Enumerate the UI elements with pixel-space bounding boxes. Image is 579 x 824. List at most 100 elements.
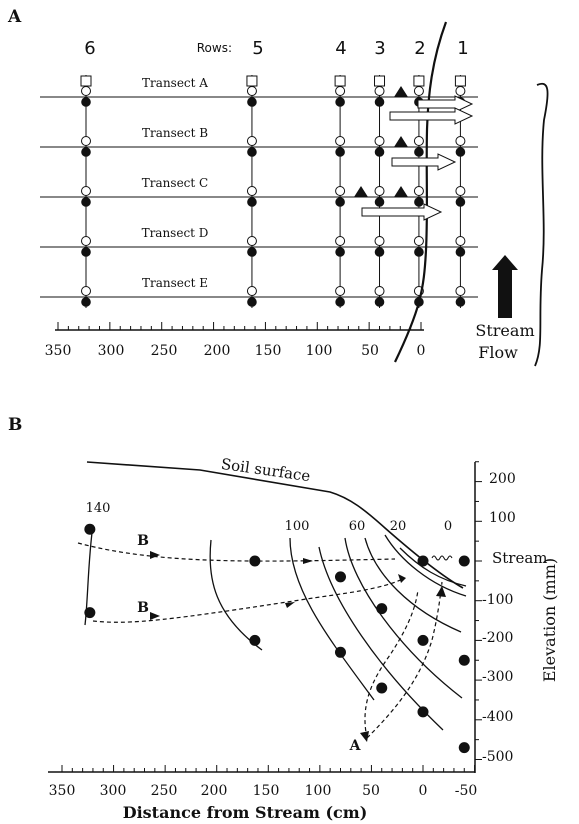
panel-a-label: A [7, 7, 22, 27]
y-tick-label: -300 [482, 669, 513, 685]
open-circle-marker [413, 136, 424, 146]
data-point [376, 603, 388, 615]
open-circle-marker [374, 236, 385, 246]
stream-bank-left [394, 21, 448, 363]
square-marker [454, 75, 466, 87]
panel-b-y-ticks [475, 461, 482, 760]
square-marker [413, 75, 425, 87]
filled-circle-marker [414, 147, 424, 157]
filled-circle-marker [374, 297, 385, 307]
open-circle-marker [246, 286, 257, 296]
panel-b-y-label: Elevation (mm) [540, 558, 559, 682]
transect-label: Transect D [142, 226, 209, 240]
data-point [417, 555, 429, 567]
contour-line [318, 546, 444, 731]
flowpath-a-inner [364, 589, 419, 739]
x-tick-label: 350 [49, 783, 76, 799]
open-circle-marker [413, 86, 424, 96]
flowpath-a-outer [366, 581, 443, 739]
filled-circle-marker [455, 247, 466, 257]
rows-label: Rows: [197, 41, 232, 55]
contour-line [384, 534, 467, 597]
x-tick-label: 300 [98, 343, 125, 359]
row-number: 4 [335, 38, 346, 59]
open-circle-marker [246, 136, 257, 146]
row-number: 5 [252, 38, 263, 59]
filled-circle-marker [335, 147, 345, 157]
open-circle-marker [413, 186, 424, 196]
open-circle-marker [455, 136, 466, 146]
open-circle-marker [374, 286, 385, 296]
flowpath-arrowhead [150, 612, 160, 620]
contour-label: 100 [285, 519, 310, 534]
open-circle-marker [374, 86, 385, 96]
stream-flow-label: Stream [475, 321, 534, 340]
flow-arrow [361, 203, 443, 221]
row-number: 2 [414, 38, 425, 59]
flowpath-arrowhead [303, 558, 313, 564]
contour-line [364, 537, 462, 633]
filled-circle-marker [247, 197, 257, 207]
stream-flow-arrow-icon [492, 255, 518, 318]
open-circle-marker [374, 186, 385, 196]
stream-wave-icon [431, 555, 453, 561]
data-point [84, 523, 96, 535]
contour-label: 0 [444, 519, 452, 534]
x-tick-label: 50 [362, 783, 380, 799]
transect-label: Transect C [142, 176, 208, 190]
contour-line [289, 537, 375, 701]
data-point [249, 634, 261, 646]
transect-label: Transect B [142, 126, 208, 140]
x-tick-label: 200 [201, 783, 228, 799]
filled-circle-marker [335, 97, 345, 107]
x-tick-label: 350 [45, 343, 72, 359]
filled-circle-marker [335, 247, 345, 257]
filled-circle-marker [81, 297, 91, 307]
y-tick-label: -500 [482, 749, 513, 765]
filled-circle-marker [335, 297, 345, 307]
y-tick-label: -400 [482, 709, 513, 725]
data-point [458, 742, 470, 754]
x-tick-label: 250 [151, 343, 178, 359]
flow-arrow [391, 153, 457, 171]
row-number: 3 [374, 38, 385, 59]
contour-label: 60 [349, 519, 366, 534]
flowpath-arrowhead [398, 574, 406, 583]
flowpath-b-lower [92, 577, 406, 623]
stream-label: Stream [492, 549, 548, 567]
data-point [334, 571, 346, 583]
contour-label: 140 [86, 501, 111, 516]
panel-b-y-tick-labels: 200 100 -100 -200 -300 -400 -500 [482, 471, 516, 765]
square-marker [246, 75, 258, 87]
flowpaths [77, 542, 446, 742]
stream-flow-label: Flow [478, 343, 518, 362]
x-tick-label: 300 [100, 783, 127, 799]
open-circle-marker [455, 236, 466, 246]
filled-circle-marker [455, 297, 466, 307]
panel-b-x-label: Distance from Stream (cm) [123, 803, 368, 822]
filled-circle-marker [414, 197, 424, 207]
row-number: 6 [84, 38, 95, 59]
triangle-marker [394, 86, 408, 97]
data-point [458, 654, 470, 666]
open-circle-marker [455, 286, 466, 296]
y-tick-label: -100 [482, 592, 513, 608]
panel-b-x-ticks [61, 765, 476, 772]
data-point [458, 555, 470, 567]
open-circle-marker [335, 236, 346, 246]
x-tick-label: 0 [419, 783, 428, 799]
data-point [417, 706, 429, 718]
y-tick-label: 100 [489, 510, 516, 526]
panel-b-label: B [8, 415, 22, 435]
well-markers [80, 75, 466, 307]
contour-line [209, 539, 263, 651]
square-marker [374, 75, 386, 87]
filled-circle-marker [374, 147, 385, 157]
filled-circle-marker [247, 147, 257, 157]
x-tick-label: -50 [455, 783, 478, 799]
triangle-marker [394, 186, 408, 197]
filled-circle-marker [374, 97, 385, 107]
open-circle-marker [246, 186, 257, 196]
triangle-marker [394, 136, 408, 147]
transect-label: Transect A [142, 76, 208, 90]
